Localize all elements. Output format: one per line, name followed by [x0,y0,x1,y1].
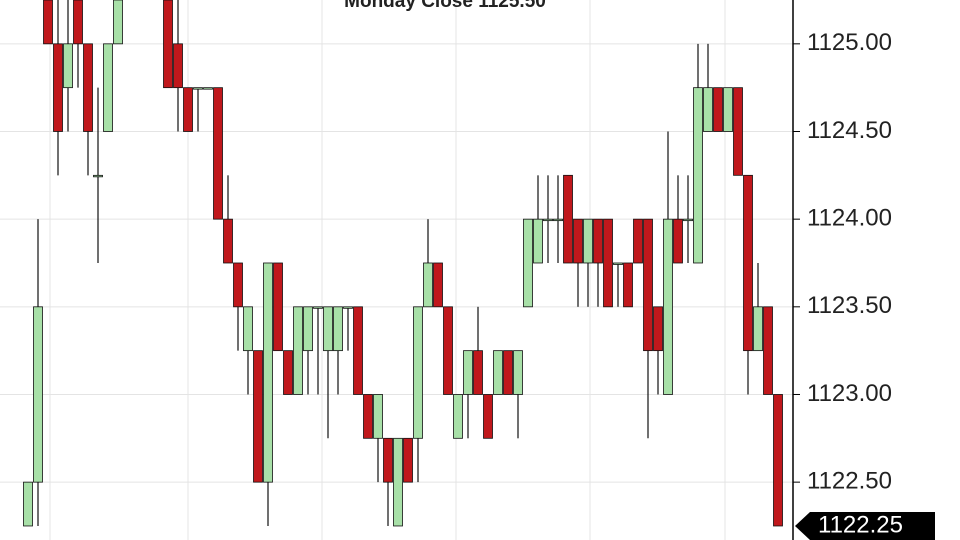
y-tick-label: 1123.50 [807,292,892,319]
candle-body [353,306,363,395]
candle-body [23,481,33,527]
candle-body [463,350,473,395]
candle-body [693,87,703,264]
candle-body [583,218,593,264]
candle-body [663,218,673,395]
candle-body [733,87,743,176]
candle-body [493,350,503,395]
candle-body [613,262,623,265]
candle-body [303,306,313,352]
candle-body [773,394,783,527]
candle-body [363,394,373,439]
y-tick-label: 1124.00 [807,204,892,231]
y-tick-label: 1125.00 [807,29,892,56]
candle-body [283,350,293,395]
candle-body [213,87,223,220]
candle-body [753,306,763,352]
candle-body [33,306,43,483]
candle-body [163,0,173,89]
y-tick-label: 1123.00 [807,380,892,407]
candle-body [273,262,283,352]
candle-body [643,218,653,352]
candle-body [83,43,93,132]
candle-body [683,218,693,222]
candle-body [503,350,513,395]
y-tick-label: 1122.50 [807,467,892,494]
candle-body [383,437,393,483]
candle-body [423,262,433,308]
candle-body [263,262,273,483]
candle-body [543,218,553,222]
last-price-box [795,511,935,540]
candle-body [473,350,483,395]
candle-body [403,437,413,483]
candle-body [293,306,303,395]
candle-body [443,306,453,395]
candle-body [533,218,543,264]
candle-body [593,218,603,264]
candle-body [373,394,383,439]
candle-body [483,394,493,439]
candle-body [703,87,713,132]
candle-body [723,87,733,132]
y-tick-label: 1124.50 [807,117,892,144]
chart-title: Monday Close 1125.50 [344,0,546,12]
candle-body [513,350,523,395]
y-axis: 1122.50 1123.00 1123.50 1124.00 1124.50 1125.… [793,29,935,540]
candle-body [323,306,333,352]
candle-body [53,43,63,132]
candle-body [623,262,633,308]
candle-body [413,306,423,439]
candles [23,0,783,527]
candle-body [653,306,663,352]
candle-body [103,43,113,132]
candle-body [453,394,463,439]
candle-body [713,87,723,132]
candle-body [603,218,613,308]
candle-body [223,218,233,264]
candle-body [253,350,263,483]
candle-body [203,87,213,90]
candle-body [523,218,533,308]
candle-body [73,0,83,45]
candle-body [193,87,203,90]
candle-body [343,306,353,309]
candle-body [743,174,753,352]
candle-body [313,306,323,309]
candle-body [393,437,403,527]
candle-body [93,174,103,178]
candle-body [43,0,53,45]
candle-body [173,43,183,89]
candle-body [673,218,683,264]
last-price-label: 1122.25 [818,511,903,538]
candle-body [563,174,573,264]
candle-body [243,306,253,352]
candle-body [433,262,443,308]
candle-body [63,43,73,89]
candle-body [183,87,193,132]
candle-body [113,0,123,45]
candle-body [333,306,343,352]
candle-body [233,262,243,308]
candle-body [553,218,563,222]
candle-body [763,306,773,395]
candle-body [633,218,643,264]
candle-body [573,218,583,264]
